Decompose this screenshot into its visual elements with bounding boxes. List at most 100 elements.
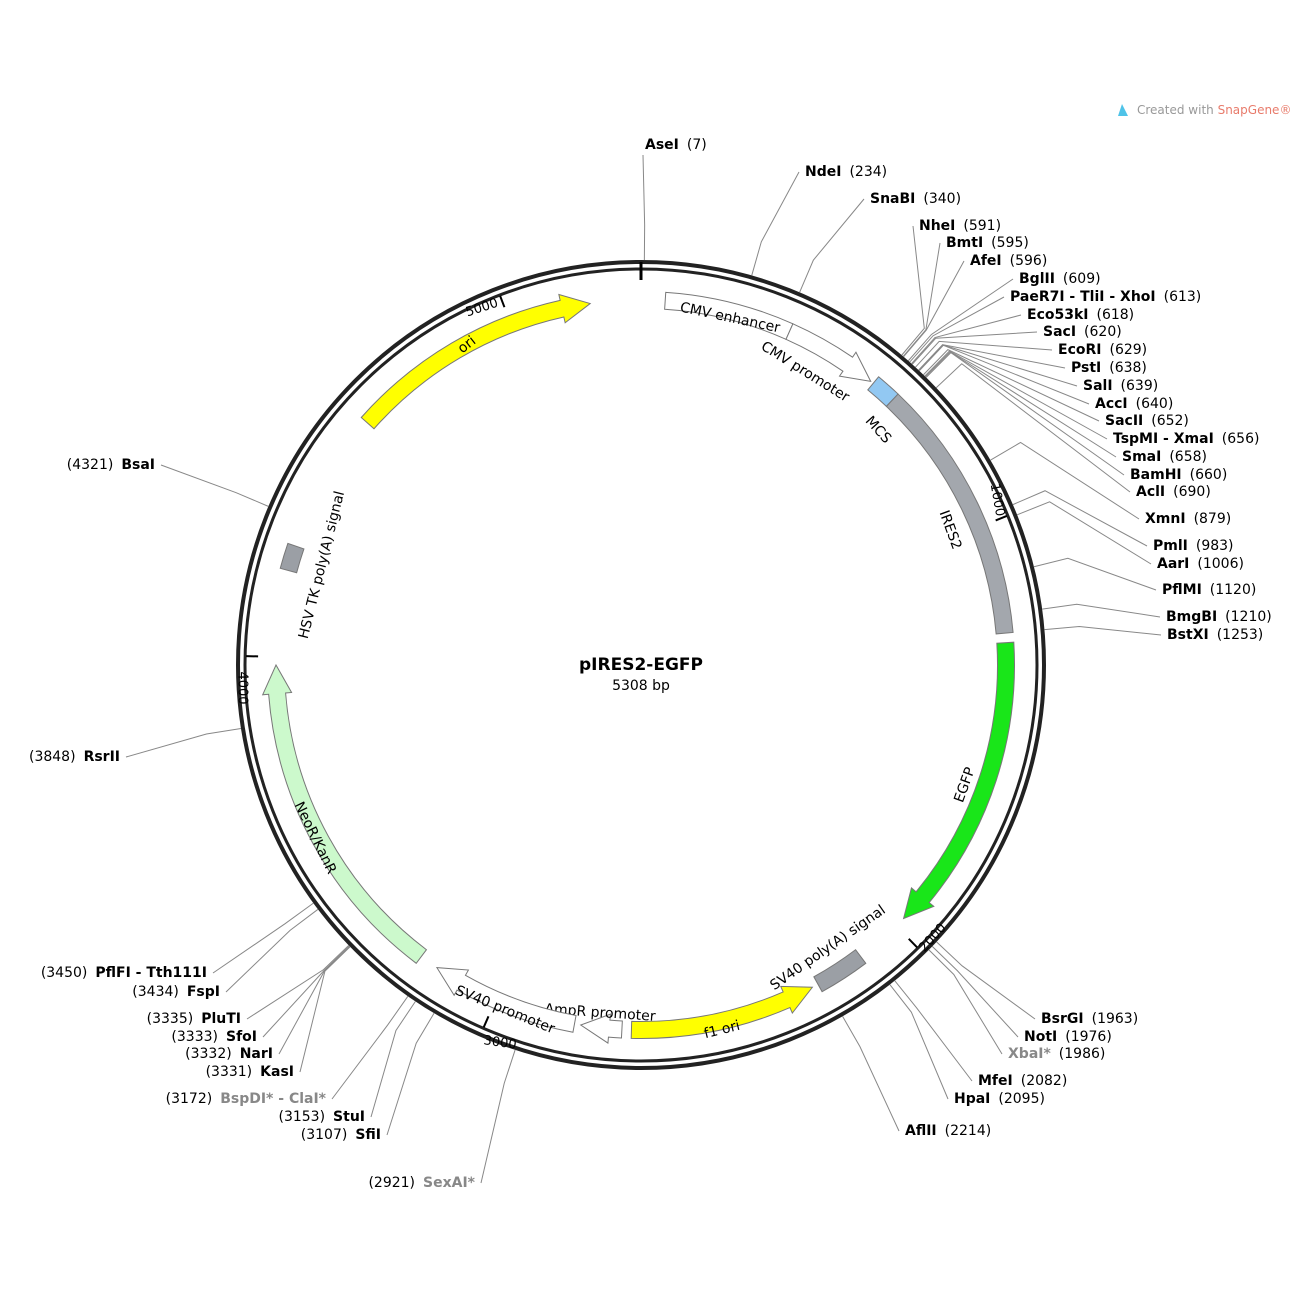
- site-name: FspI: [187, 984, 220, 1000]
- watermark: Created with SnapGene®: [1118, 103, 1291, 117]
- site-position: (638): [1109, 360, 1147, 376]
- site-label: (3450) PflFI - Tth111I: [41, 965, 207, 981]
- site-label: AfeI (596): [970, 253, 1047, 269]
- site-line: [386, 1012, 435, 1136]
- site-position: (595): [991, 235, 1029, 251]
- site-name: StuI: [333, 1109, 365, 1125]
- site-name: NheI: [919, 218, 955, 234]
- site-name: AseI: [645, 137, 679, 153]
- site-name: XmnI: [1145, 511, 1186, 527]
- site-label: (3333) SfoI: [171, 1029, 257, 1045]
- site-label: BstXI (1253): [1167, 627, 1263, 643]
- site-name: Eco53kI: [1027, 307, 1088, 323]
- plasmid-size: 5308 bp: [612, 678, 670, 694]
- site-line: [1044, 626, 1162, 636]
- site-position: (639): [1121, 378, 1159, 394]
- site-position: (2214): [945, 1123, 992, 1139]
- site-label: PmlI (983): [1153, 538, 1234, 554]
- site-name: SfoI: [226, 1029, 257, 1045]
- site-position: (658): [1169, 449, 1207, 465]
- site-name: PstI: [1071, 360, 1101, 376]
- site-position: (1253): [1217, 627, 1264, 643]
- site-label: (3434) FspI: [132, 984, 220, 1000]
- site-line: [931, 946, 1019, 1038]
- site-name: NdeI: [805, 164, 841, 180]
- site-line: [278, 946, 351, 1055]
- site-line: [842, 1016, 900, 1132]
- site-position: (1963): [1092, 1011, 1139, 1027]
- site-label: BglII (609): [1019, 271, 1101, 287]
- site-label: (2921) SexAI*: [368, 1175, 475, 1191]
- site-name: PluTI: [201, 1011, 241, 1027]
- site-position: (1210): [1225, 609, 1272, 625]
- site-label: XmnI (879): [1145, 511, 1231, 527]
- site-position: (234): [849, 164, 887, 180]
- site-line: [925, 351, 1125, 476]
- site-position: (879): [1194, 511, 1232, 527]
- site-label: AarI (1006): [1157, 556, 1244, 572]
- plasmid-name: pIRES2-EGFP: [579, 655, 703, 675]
- site-label: SnaBI (340): [870, 191, 961, 207]
- site-position: (4321): [67, 457, 114, 473]
- tick-label: 3000: [483, 1033, 518, 1052]
- site-name: SfiI: [355, 1127, 381, 1143]
- feature: [813, 949, 867, 993]
- site-line: [928, 949, 1003, 1055]
- site-position: (3332): [185, 1046, 232, 1062]
- feature: [360, 293, 592, 430]
- site-position: (2095): [998, 1091, 1045, 1107]
- site-line: [911, 314, 1022, 364]
- site-line: [925, 351, 1117, 458]
- site-position: (3335): [147, 1011, 194, 1027]
- site-line: [125, 728, 242, 758]
- site-name: SexAI*: [423, 1175, 476, 1191]
- site-label: SacI (620): [1043, 324, 1122, 340]
- site-name: AflII: [905, 1123, 937, 1139]
- site-position: (3107): [301, 1127, 348, 1143]
- tick-mark: [499, 295, 506, 308]
- site-name: SacI: [1043, 324, 1076, 340]
- site-name: AccI: [1095, 396, 1128, 412]
- site-label: SalI (639): [1083, 378, 1158, 394]
- site-line: [480, 1049, 516, 1184]
- site-name: AfeI: [970, 253, 1002, 269]
- site-label: (3332) NarI: [185, 1046, 273, 1062]
- site-label: MfeI (2082): [978, 1073, 1067, 1089]
- site-line: [225, 908, 319, 993]
- site-line: [889, 984, 949, 1100]
- site-name: BmtI: [946, 235, 983, 251]
- site-position: (613): [1164, 289, 1202, 305]
- site-position: (591): [963, 218, 1001, 234]
- site-line: [894, 980, 973, 1082]
- site-position: (983): [1196, 538, 1234, 554]
- site-name: PflFI - Tth111I: [95, 965, 207, 981]
- site-line: [160, 464, 269, 507]
- site-name: BsaI: [121, 457, 155, 473]
- site-label: SacII (652): [1105, 413, 1189, 429]
- site-line: [1033, 557, 1157, 591]
- site-position: (660): [1190, 467, 1228, 483]
- site-label: Eco53kI (618): [1027, 307, 1134, 323]
- feature: [785, 323, 872, 382]
- feature: [261, 663, 428, 964]
- feature: [279, 542, 305, 574]
- site-name: BamHI: [1130, 467, 1182, 483]
- site-position: (3153): [278, 1109, 325, 1125]
- site-name: BsrGI: [1041, 1011, 1084, 1027]
- site-position: (620): [1084, 324, 1122, 340]
- site-position: (3848): [29, 749, 76, 765]
- watermark-prefix: Created with: [1137, 103, 1218, 117]
- site-name: MfeI: [978, 1073, 1013, 1089]
- site-line: [799, 198, 865, 293]
- site-label: (3153) StuI: [278, 1109, 365, 1125]
- site-position: (1986): [1059, 1046, 1106, 1062]
- watermark-brand: SnapGene®: [1218, 103, 1292, 117]
- tick-label: 1000: [987, 482, 1008, 517]
- site-name: BmgBI: [1166, 609, 1217, 625]
- site-label: NdeI (234): [805, 164, 887, 180]
- site-label: AclI (690): [1136, 484, 1211, 500]
- site-position: (1976): [1065, 1029, 1112, 1045]
- site-label: (3172) BspDI* - ClaI*: [166, 1091, 327, 1107]
- site-label: PflMI (1120): [1162, 582, 1256, 598]
